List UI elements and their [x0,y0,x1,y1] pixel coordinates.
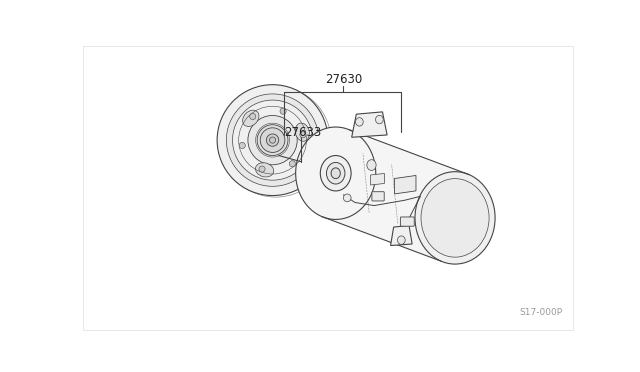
Ellipse shape [344,194,351,202]
Ellipse shape [259,166,265,172]
Ellipse shape [421,179,489,257]
FancyBboxPatch shape [401,217,414,226]
Text: 27633: 27633 [284,126,321,139]
Ellipse shape [232,100,312,180]
Ellipse shape [266,134,279,146]
Ellipse shape [397,236,405,244]
Ellipse shape [248,115,297,165]
Ellipse shape [367,160,376,170]
Ellipse shape [250,113,256,120]
FancyBboxPatch shape [372,192,384,201]
Ellipse shape [217,85,328,196]
Polygon shape [394,176,416,194]
Ellipse shape [300,132,306,138]
Ellipse shape [331,168,340,179]
Ellipse shape [296,127,376,219]
Polygon shape [351,112,387,137]
Text: S17-000P: S17-000P [520,308,563,317]
Ellipse shape [255,163,274,177]
Ellipse shape [227,94,319,186]
Ellipse shape [415,172,495,264]
Ellipse shape [295,123,309,141]
Ellipse shape [326,163,345,184]
Polygon shape [322,130,469,261]
Ellipse shape [243,110,259,126]
Ellipse shape [320,155,351,191]
Ellipse shape [280,108,286,114]
Ellipse shape [239,142,245,148]
Polygon shape [390,225,412,246]
Ellipse shape [269,137,276,143]
Polygon shape [371,173,385,185]
Ellipse shape [257,125,288,155]
Text: 27630: 27630 [324,73,362,86]
Ellipse shape [376,115,383,124]
Ellipse shape [260,128,285,153]
Ellipse shape [289,161,296,167]
Ellipse shape [356,118,364,126]
